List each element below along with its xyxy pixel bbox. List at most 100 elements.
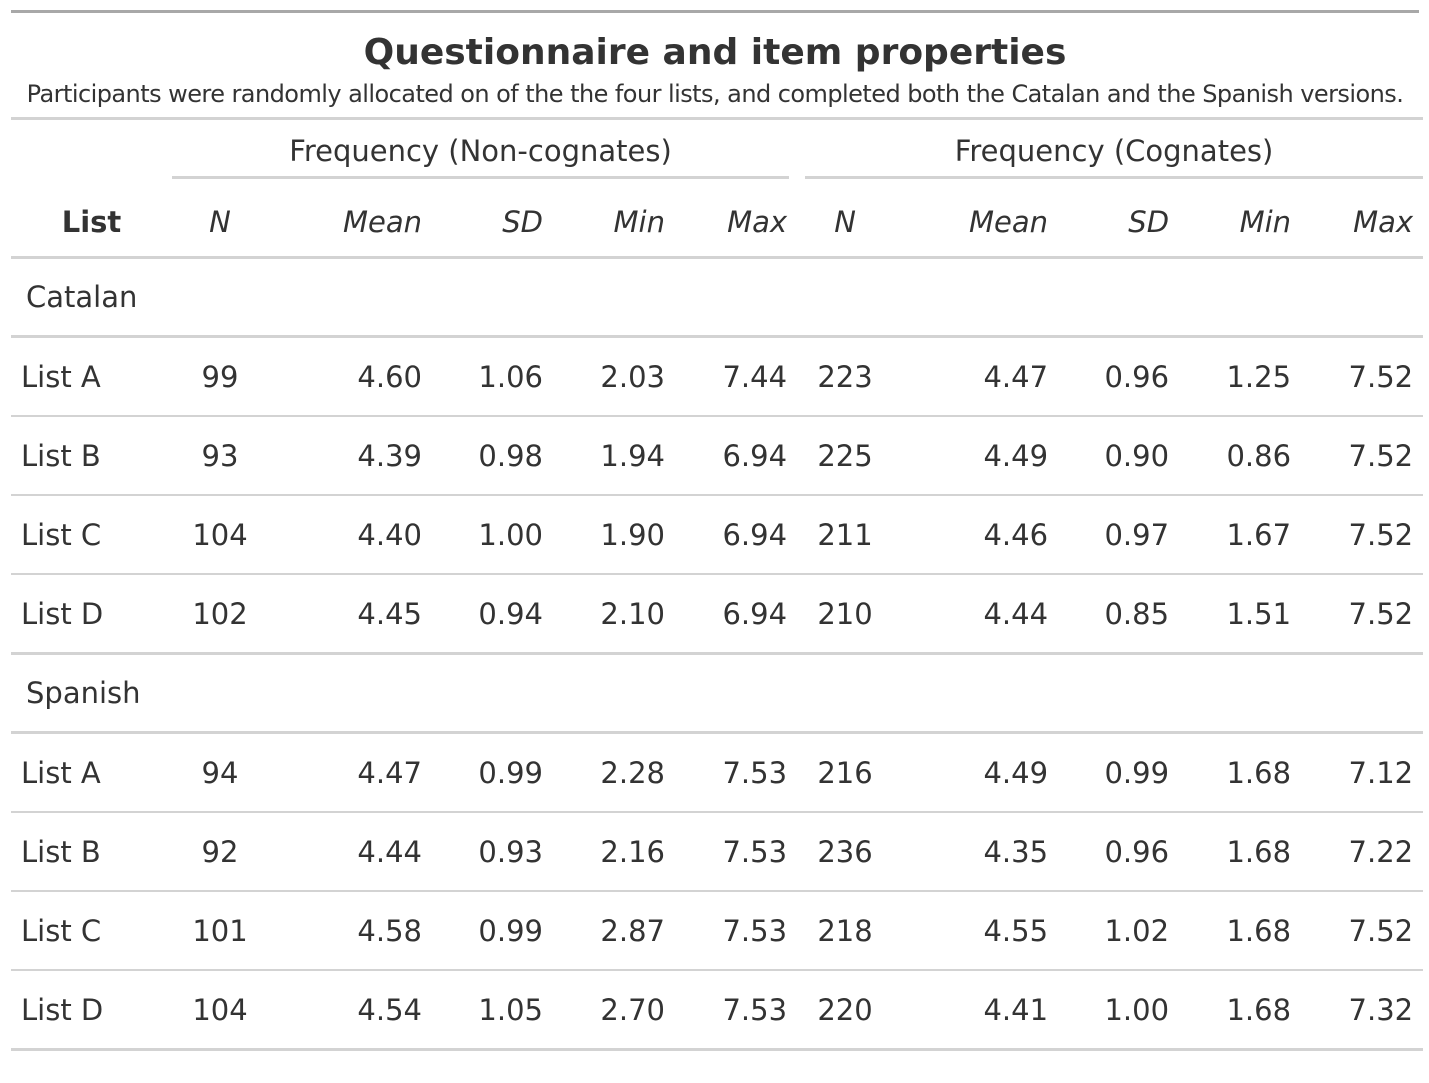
cell-list: List A	[11, 336, 172, 417]
cell-n: 218	[797, 891, 894, 971]
cell-min: 2.10	[553, 574, 675, 655]
cell-sd: 0.98	[432, 416, 553, 496]
cell-sd: 1.00	[1058, 970, 1180, 1051]
column-header-max: Max	[1301, 188, 1424, 259]
cell-min: 1.68	[1179, 812, 1302, 892]
cell-min: 2.03	[553, 336, 675, 417]
cell-list: List B	[11, 416, 172, 496]
cell-min: 2.87	[553, 891, 675, 971]
cell-n: 92	[172, 812, 268, 892]
cell-min: 0.86	[1179, 416, 1302, 496]
column-header-min: Min	[1179, 188, 1302, 259]
column-header-list: List	[11, 188, 172, 259]
cell-sd: 0.96	[1058, 336, 1180, 417]
cell-list: List C	[11, 891, 172, 971]
cell-list: List D	[11, 970, 172, 1051]
cell-sd: 1.00	[432, 495, 553, 575]
cell-list: List B	[11, 812, 172, 892]
spanner-empty	[11, 117, 172, 188]
cell-mean: 4.44	[268, 812, 432, 892]
cell-sd: 0.85	[1058, 574, 1180, 655]
cell-mean: 4.58	[268, 891, 432, 971]
cell-max: 7.52	[1301, 891, 1424, 971]
column-header-n: N	[172, 188, 268, 259]
table-row: List A 94 4.47 0.99 2.28 7.53 216 4.49 0.99 1.68 7…	[11, 732, 1424, 813]
cell-mean: 4.45	[268, 574, 432, 655]
cell-n: 99	[172, 336, 268, 417]
cell-n: 94	[172, 732, 268, 813]
cell-min: 1.51	[1179, 574, 1302, 655]
table-row: List C 101 4.58 0.99 2.87 7.53 218 4.55 1.02 1.68…	[11, 891, 1424, 971]
cell-max: 7.53	[675, 732, 798, 813]
cell-min: 2.70	[553, 970, 675, 1051]
cell-sd: 0.94	[432, 574, 553, 655]
cell-mean: 4.47	[268, 732, 432, 813]
cell-n: 104	[172, 970, 268, 1051]
cell-mean: 4.40	[268, 495, 432, 575]
cell-min: 1.94	[553, 416, 675, 496]
cell-sd: 0.99	[432, 732, 553, 813]
column-header-n: N	[797, 188, 894, 259]
cell-n: 101	[172, 891, 268, 971]
cell-list: List C	[11, 495, 172, 575]
spanner-row: Frequency (Non-cognates) Frequency (Cogn…	[11, 117, 1424, 188]
cell-mean: 4.39	[268, 416, 432, 496]
cell-n: 104	[172, 495, 268, 575]
column-header-sd: SD	[432, 188, 553, 259]
cell-sd: 0.97	[1058, 495, 1180, 575]
cell-n: 223	[797, 336, 894, 417]
cell-sd: 0.99	[1058, 732, 1180, 813]
table-container: Questionnaire and item properties Partic…	[11, 10, 1424, 1051]
spanner-non-cognates-label: Frequency (Non-cognates)	[172, 130, 790, 179]
table-row: List D 102 4.45 0.94 2.10 6.94 210 4.44 0.85 1.51…	[11, 574, 1424, 655]
properties-table: Frequency (Non-cognates) Frequency (Cogn…	[11, 117, 1424, 1051]
cell-sd: 0.90	[1058, 416, 1180, 496]
cell-mean: 4.54	[268, 970, 432, 1051]
cell-max: 7.52	[1301, 574, 1424, 655]
column-header-max: Max	[675, 188, 798, 259]
cell-min: 1.25	[1179, 336, 1302, 417]
cell-max: 7.52	[1301, 336, 1424, 417]
cell-n: 236	[797, 812, 894, 892]
cell-sd: 1.05	[432, 970, 553, 1051]
cell-max: 7.44	[675, 336, 798, 417]
spanner-cognates-label: Frequency (Cognates)	[805, 130, 1424, 179]
spanner-cognates: Frequency (Cognates)	[797, 117, 1424, 188]
cell-min: 1.68	[1179, 732, 1302, 813]
cell-sd: 0.93	[432, 812, 553, 892]
cell-mean: 4.35	[893, 812, 1059, 892]
cell-mean: 4.47	[893, 336, 1059, 417]
table-row: List B 92 4.44 0.93 2.16 7.53 236 4.35 0.96 1.68 7…	[11, 812, 1424, 892]
column-header-mean: Mean	[268, 188, 432, 259]
cell-list: List D	[11, 574, 172, 655]
top-rule	[11, 10, 1419, 13]
cell-n: 216	[797, 732, 894, 813]
cell-n: 210	[797, 574, 894, 655]
cell-mean: 4.41	[893, 970, 1059, 1051]
cell-n: 225	[797, 416, 894, 496]
cell-mean: 4.60	[268, 336, 432, 417]
table-row: List C 104 4.40 1.00 1.90 6.94 211 4.46 0.97 1.67…	[11, 495, 1424, 575]
cell-max: 6.94	[675, 495, 798, 575]
cell-max: 6.94	[675, 574, 798, 655]
cell-max: 7.12	[1301, 732, 1424, 813]
cell-max: 7.53	[675, 891, 798, 971]
group-row: Catalan	[11, 257, 1424, 338]
cell-n: 220	[797, 970, 894, 1051]
cell-min: 1.68	[1179, 891, 1302, 971]
table-row: List A 99 4.60 1.06 2.03 7.44 223 4.47 0.96 1.25 7…	[11, 336, 1424, 417]
cell-mean: 4.49	[893, 416, 1059, 496]
cell-max: 7.22	[1301, 812, 1424, 892]
table-row: List B 93 4.39 0.98 1.94 6.94 225 4.49 0.90 0.86 7…	[11, 416, 1424, 496]
cell-n: 93	[172, 416, 268, 496]
cell-sd: 1.06	[432, 336, 553, 417]
cell-max: 7.32	[1301, 970, 1424, 1051]
cell-min: 1.67	[1179, 495, 1302, 575]
group-row: Spanish	[11, 653, 1424, 734]
table-subtitle: Participants were randomly allocated on …	[26, 80, 1404, 108]
cell-mean: 4.44	[893, 574, 1059, 655]
cell-min: 1.68	[1179, 970, 1302, 1051]
column-header-mean: Mean	[893, 188, 1059, 259]
group-label: Catalan	[11, 257, 1424, 338]
cell-min: 2.16	[553, 812, 675, 892]
